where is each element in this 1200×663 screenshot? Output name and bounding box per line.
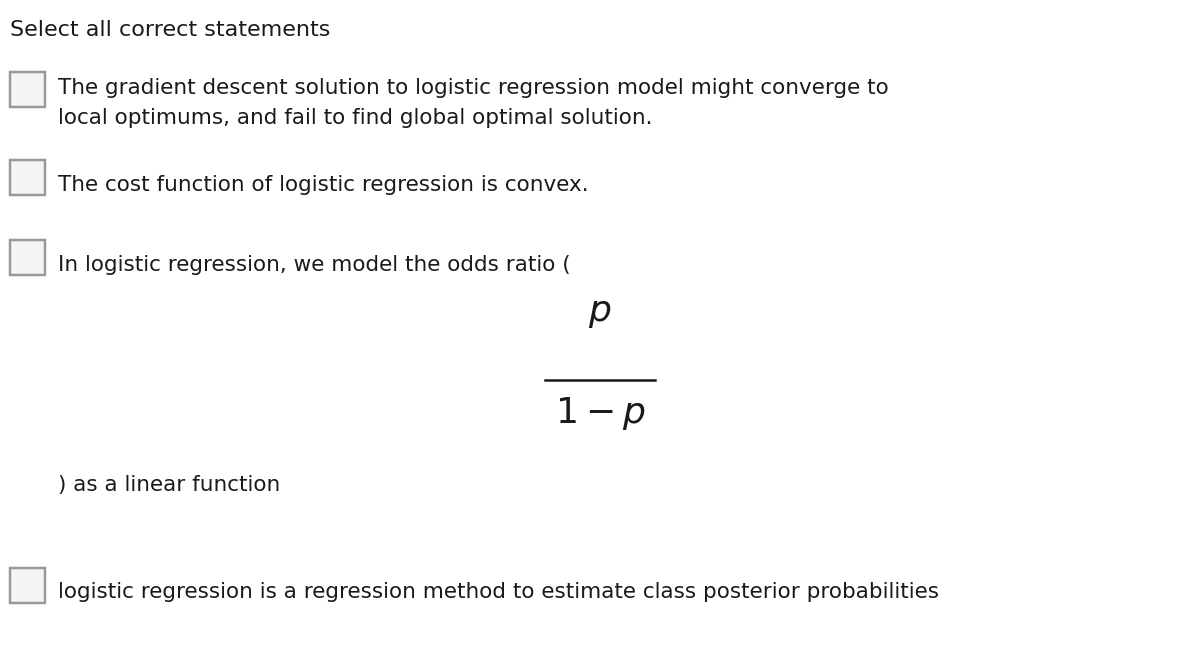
Text: local optimums, and fail to find global optimal solution.: local optimums, and fail to find global … — [58, 108, 653, 128]
Text: Select all correct statements: Select all correct statements — [10, 20, 330, 40]
Text: The gradient descent solution to logistic regression model might converge to: The gradient descent solution to logisti… — [58, 78, 889, 98]
Text: $1 - p$: $1 - p$ — [554, 395, 646, 432]
FancyBboxPatch shape — [10, 568, 46, 603]
Text: logistic regression is a regression method to estimate class posterior probabili: logistic regression is a regression meth… — [58, 582, 940, 602]
Text: ) as a linear function: ) as a linear function — [58, 475, 281, 495]
Text: $p$: $p$ — [588, 296, 612, 330]
FancyBboxPatch shape — [10, 240, 46, 275]
Text: In logistic regression, we model the odds ratio (: In logistic regression, we model the odd… — [58, 255, 571, 275]
FancyBboxPatch shape — [10, 72, 46, 107]
Text: The cost function of logistic regression is convex.: The cost function of logistic regression… — [58, 175, 589, 195]
FancyBboxPatch shape — [10, 160, 46, 195]
